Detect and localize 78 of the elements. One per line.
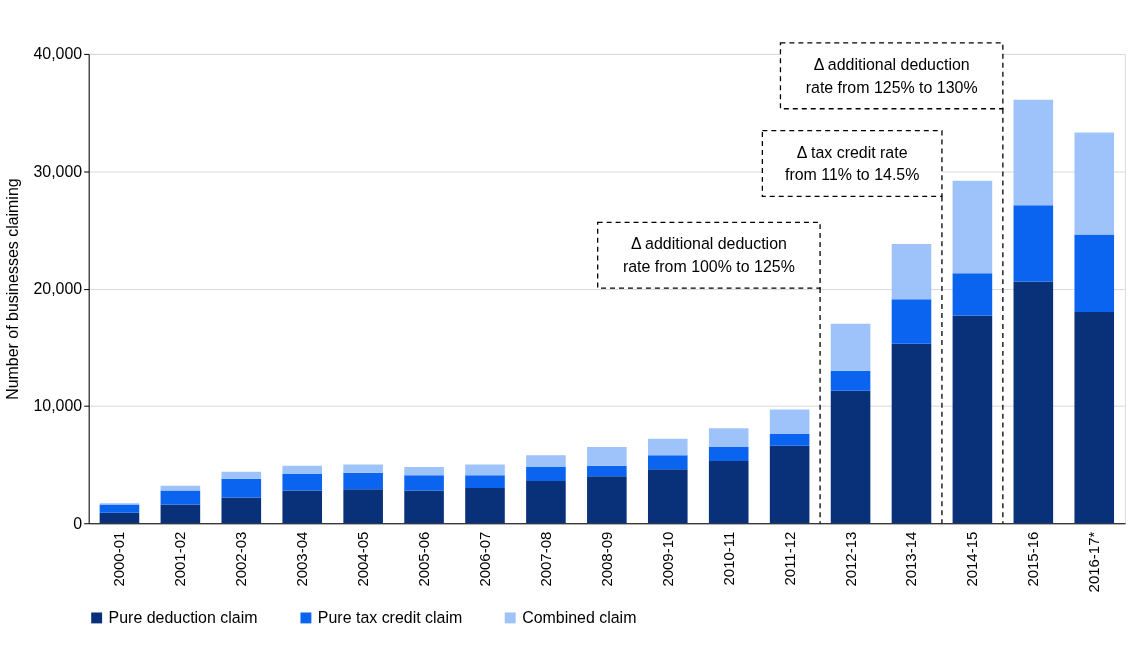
x-tick-label: 2006-07: [475, 531, 493, 587]
x-tick-label: 2000-01: [110, 531, 128, 587]
bar: [708, 447, 749, 462]
bar: [526, 455, 566, 467]
bar: [99, 512, 140, 524]
x-tick-label: 2004-05: [354, 531, 372, 587]
bar: [465, 488, 505, 524]
bar: [1013, 205, 1054, 282]
ref-line-label: Δ additional deduction rate from 100% to 125%: [622, 235, 795, 276]
bar: [1074, 312, 1115, 524]
bar: [99, 504, 140, 513]
x-tick-label: 2009-10: [658, 531, 676, 587]
x-tick-label: 2014-15: [963, 531, 981, 587]
y-tick-label: 0: [73, 514, 83, 532]
y-tick-label: 20,000: [33, 280, 83, 298]
legend-label: Pure deduction claim: [108, 608, 258, 626]
bar: [404, 490, 444, 524]
x-tick-label: 2011-12: [780, 531, 798, 586]
ref-line-label: Δ tax credit rate from 11% to 14.5%: [784, 143, 920, 184]
bar: [891, 299, 932, 344]
x-tick-label: 2015-16: [1024, 531, 1042, 587]
bar: [830, 323, 871, 371]
bar: [587, 447, 627, 466]
bar: [647, 455, 688, 470]
bar: [221, 478, 262, 498]
bar: [526, 481, 566, 524]
bar: [647, 469, 688, 524]
x-tick-label: 2016-17*: [1085, 531, 1103, 593]
bar: [404, 475, 444, 491]
bar: [587, 476, 627, 524]
bar: [343, 489, 383, 524]
bar: [647, 438, 688, 456]
bar: [221, 497, 262, 524]
bar: [1074, 234, 1115, 313]
x-tick-label: 2005-06: [415, 531, 433, 587]
bar: [1013, 99, 1054, 206]
bar: [343, 464, 383, 473]
bar: [1013, 281, 1054, 524]
bar: [160, 490, 201, 505]
bar: [769, 409, 810, 435]
bar: [891, 244, 932, 300]
x-tick-label: 2013-14: [902, 531, 920, 587]
y-tick-label: 40,000: [33, 45, 83, 63]
bar: [952, 315, 993, 524]
bar: [1074, 132, 1115, 235]
legend-label: Pure tax credit claim: [317, 608, 463, 626]
x-tick-label: 2003-04: [293, 531, 311, 587]
bar: [708, 461, 749, 524]
bar: [282, 465, 323, 474]
x-tick-label: 2010-11: [719, 531, 737, 586]
x-tick-label: 2002-03: [232, 531, 250, 587]
bar: [587, 465, 627, 477]
bar: [891, 343, 932, 524]
bar: [465, 475, 505, 489]
bar: [221, 471, 262, 479]
legend-label: Combined claim: [522, 608, 637, 626]
x-tick-label: 2008-09: [597, 531, 615, 587]
y-tick-label: 30,000: [33, 162, 83, 180]
bar: [160, 504, 201, 524]
bar: [282, 473, 323, 491]
bar: [343, 472, 383, 490]
bar: [952, 180, 993, 274]
bar: [952, 273, 993, 316]
x-tick-label: 2012-13: [841, 531, 859, 587]
bar: [404, 466, 444, 476]
bar: [769, 434, 810, 446]
bar: [282, 490, 323, 524]
bar: [526, 466, 566, 482]
bar: [830, 370, 871, 391]
y-tick-label: 10,000: [33, 397, 83, 415]
y-axis-title: Number of businesses claiming: [4, 178, 22, 400]
bar: [830, 390, 871, 524]
bar: [708, 428, 749, 447]
x-tick-label: 2001-02: [171, 531, 189, 587]
bar: [465, 464, 505, 476]
bar: [769, 445, 810, 524]
ref-line-label: Δ additional deduction rate from 125% to 130%: [805, 55, 978, 96]
x-tick-label: 2007-08: [536, 531, 554, 587]
